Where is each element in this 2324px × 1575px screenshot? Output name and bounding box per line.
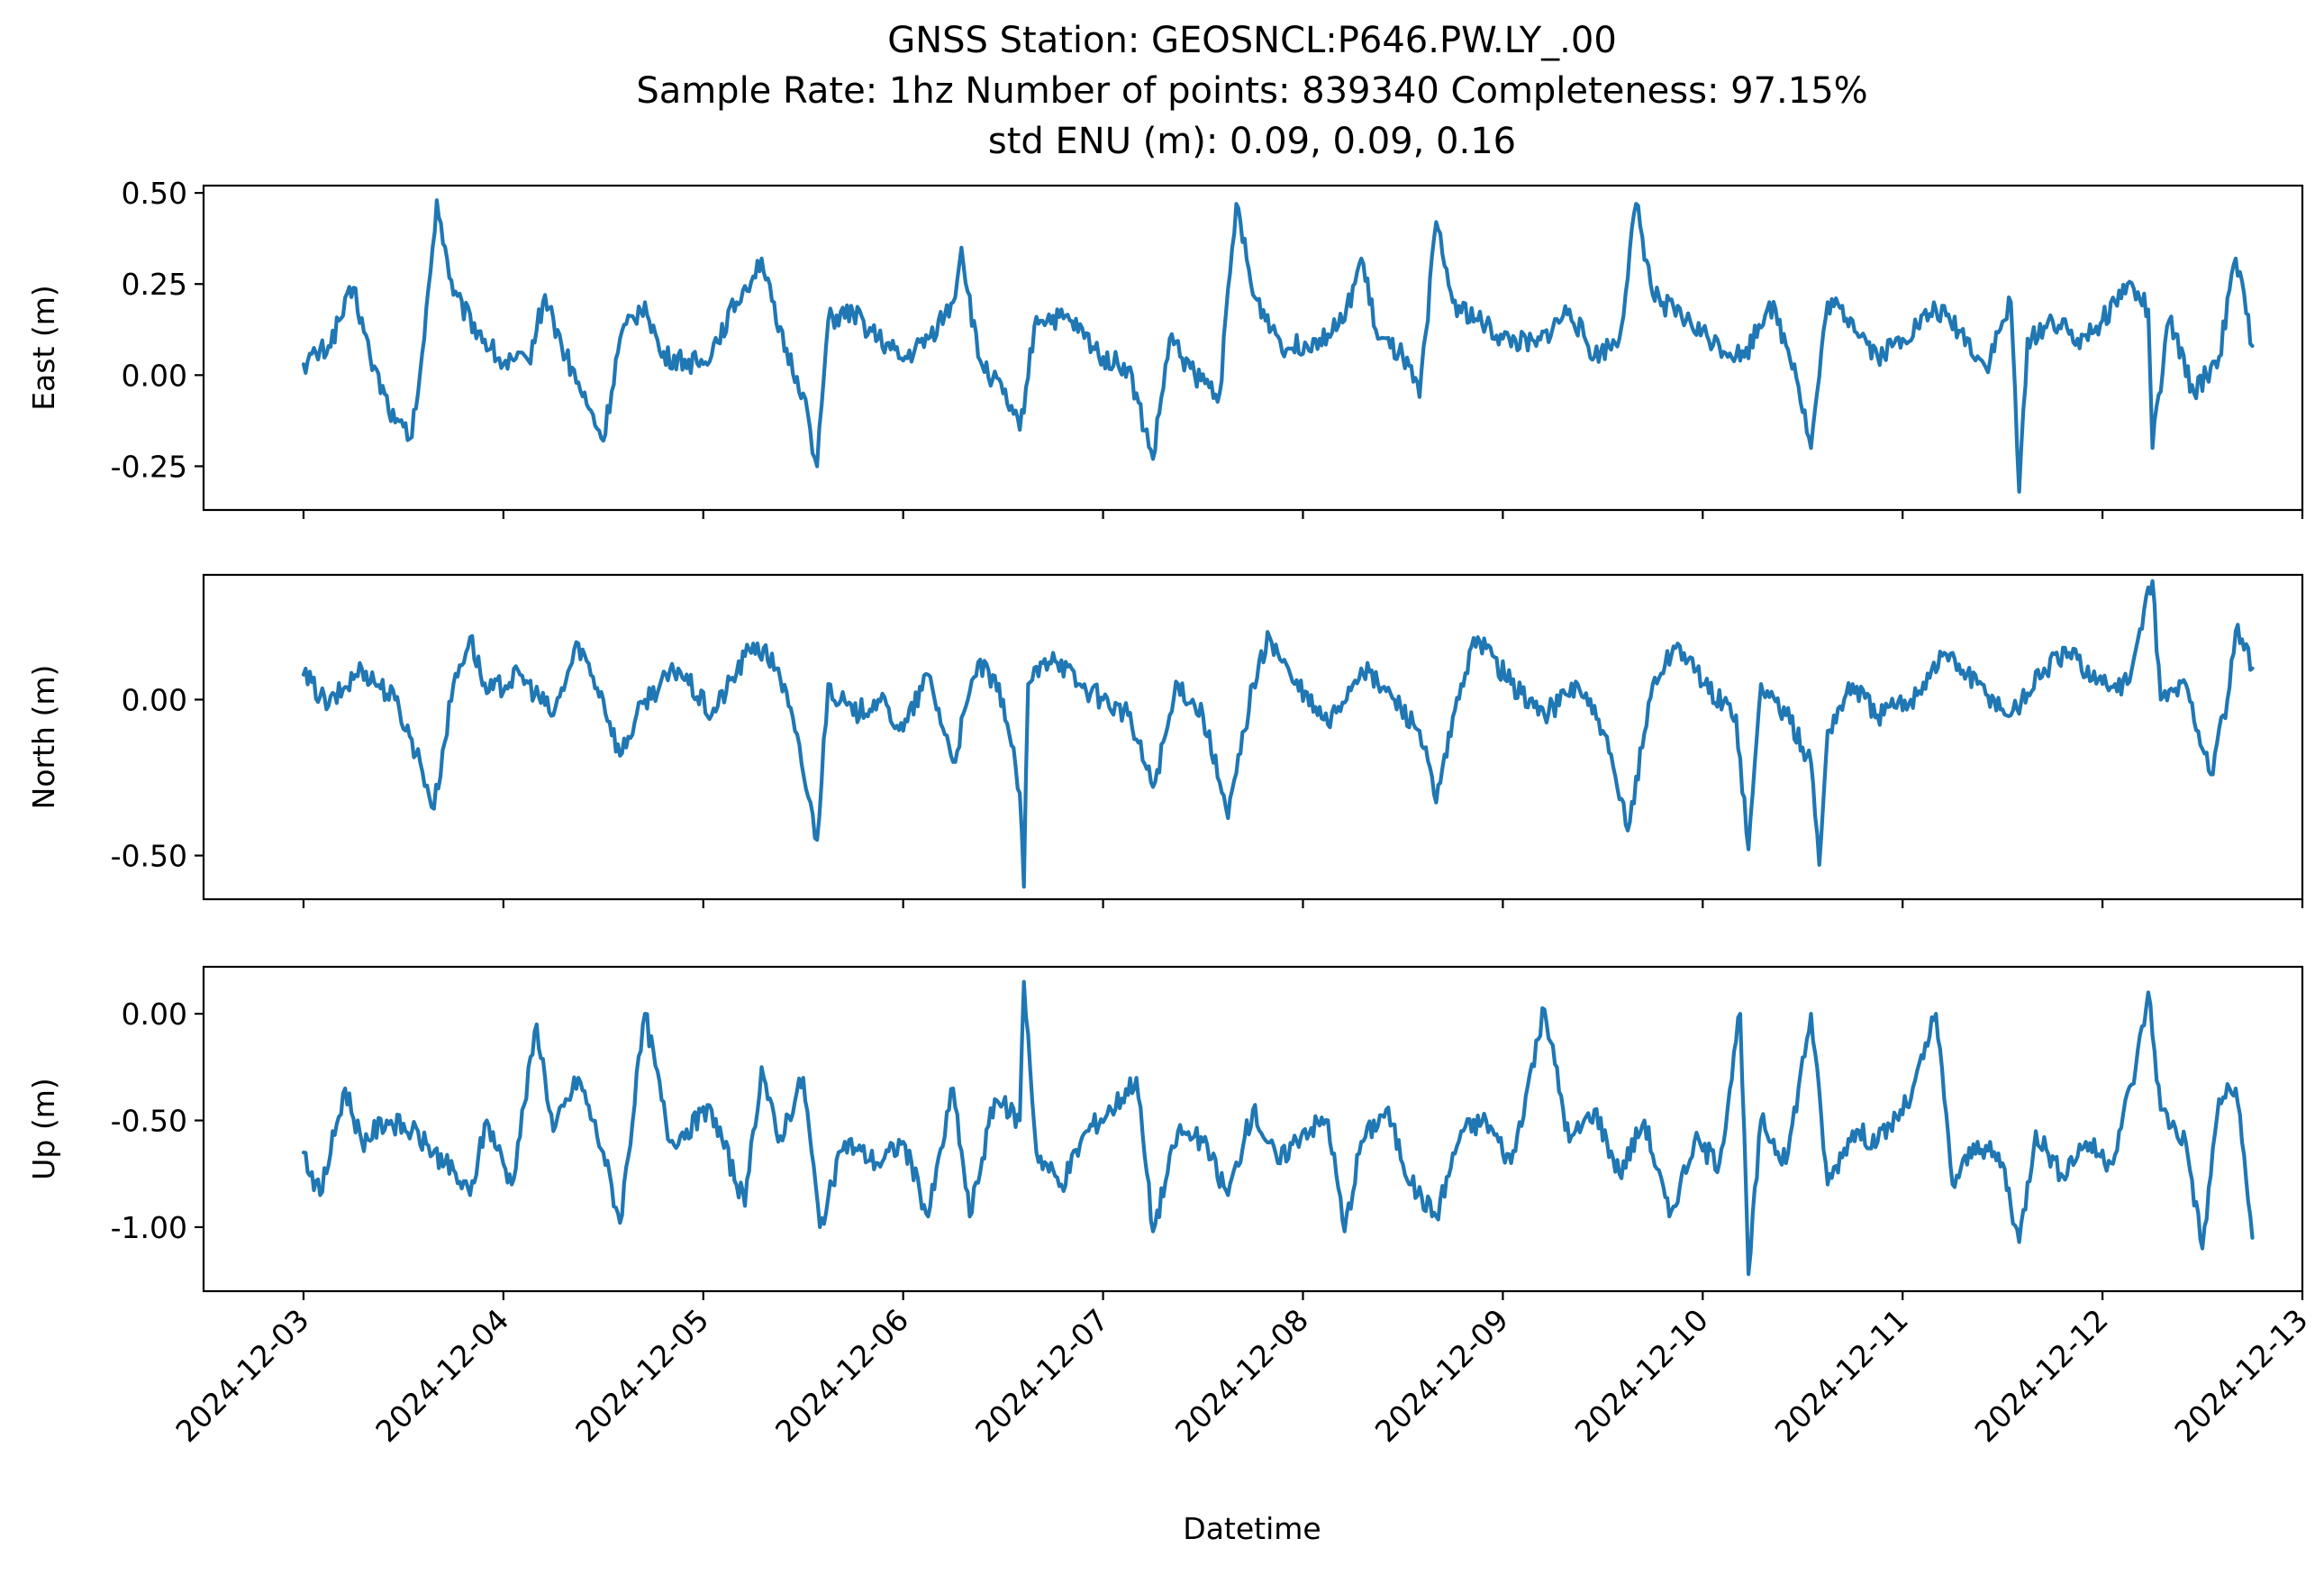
north-ytick-label: -0.50 [111,839,187,874]
east-ytick-label: 0.00 [122,358,187,393]
up-ylabel: Up (m) [26,1078,61,1180]
east-panel: -0.25 0.00 0.25 0.50 East (m) [26,176,2304,519]
east-axes-frame [202,184,2304,512]
east-series-line [301,198,2255,494]
up-ytick-label: -1.00 [111,1210,187,1245]
up-ytick-label: 0.00 [122,997,187,1032]
east-ytick-label: 0.50 [122,176,187,211]
x-axis-label: Datetime [1183,1511,1321,1546]
north-ylabel: North (m) [26,665,61,810]
north-series-line [301,578,2255,889]
north-axes-frame [202,573,2304,901]
up-ytick-label: -0.50 [111,1104,187,1139]
title-line-1: GNSS Station: GEOSNCL:P646.PW.LY_.00 [887,20,1617,61]
north-panel: -0.50 0.00 North (m) [26,573,2304,908]
figure-title: GNSS Station: GEOSNCL:P646.PW.LY_.00 Sam… [636,20,1867,162]
east-ytick-label: 0.25 [122,267,187,302]
north-ytick-label: 0.00 [122,682,187,717]
title-line-2: Sample Rate: 1hz Number of points: 83934… [636,70,1867,112]
east-ytick-label: -0.25 [111,449,187,484]
up-series-line [301,979,2255,1277]
east-ylabel: East (m) [26,285,61,411]
up-axes-frame [202,965,2304,1293]
title-line-3: std ENU (m): 0.09, 0.09, 0.16 [988,121,1516,162]
